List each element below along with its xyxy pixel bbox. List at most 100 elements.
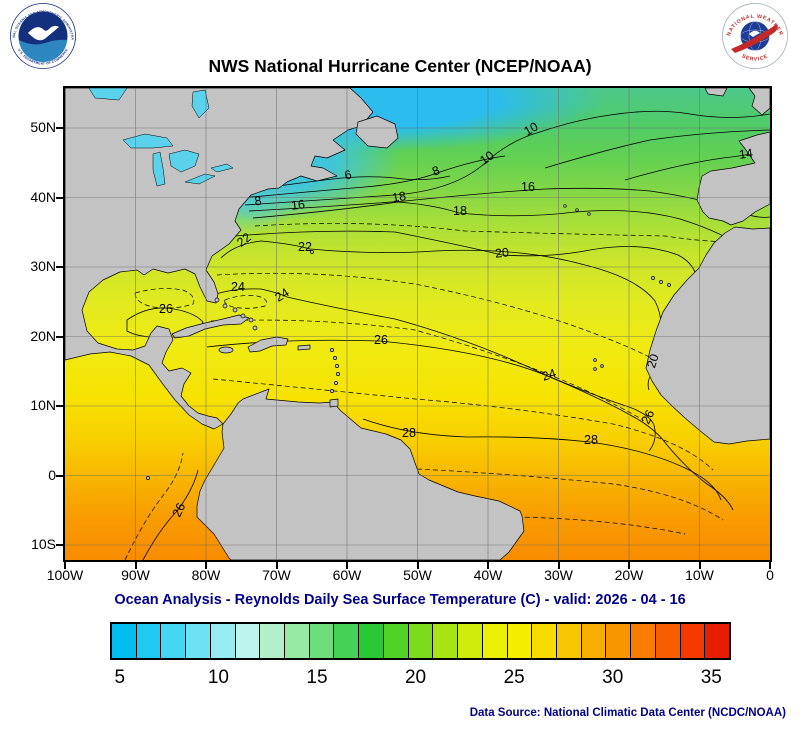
lon-label: 50W <box>403 567 432 583</box>
lon-label: 10W <box>685 567 714 583</box>
lon-label: 90W <box>121 567 150 583</box>
colorbar-tick-label: 30 <box>602 667 624 688</box>
noaa-logo: NATIONAL OCEANIC AND ATMOSPHERIC ADMINIS… <box>10 3 76 69</box>
lon-label: 40W <box>473 567 503 583</box>
lat-tick <box>56 335 63 338</box>
colorbar-cell <box>482 624 508 658</box>
contour-label: 26 <box>159 302 173 316</box>
colorbar-cell <box>359 624 384 658</box>
colorbar-cell <box>161 624 187 658</box>
colorbar-cell <box>556 624 582 658</box>
contour-label: 22 <box>234 230 254 250</box>
lon-label: 0 <box>766 567 774 583</box>
lon-tick <box>769 562 771 569</box>
nws-bird-icon <box>749 30 760 37</box>
colorbar-tick-label: 35 <box>700 667 722 688</box>
contour-label: 28 <box>584 433 598 447</box>
lon-tick <box>557 562 560 569</box>
colorbar-tick-label: 15 <box>306 667 328 688</box>
colorbar-cell <box>655 624 681 658</box>
colorbar-cell <box>285 624 310 658</box>
map-subtitle: Ocean Analysis - Reynolds Daily Sea Surf… <box>114 592 686 608</box>
contour-label: 16 <box>521 180 535 194</box>
colorbar-cell <box>680 624 706 658</box>
colorbar-cell <box>260 624 286 658</box>
contour-label: 20 <box>644 352 662 370</box>
data-source-credit: Data Source: National Climatic Data Cent… <box>469 707 786 719</box>
lon-tick <box>698 562 701 569</box>
colorbar-cell <box>606 624 632 658</box>
lat-label: 0 <box>48 466 56 483</box>
land-layer <box>65 88 770 560</box>
contour-label: 6 <box>343 167 353 182</box>
lon-tick <box>205 562 207 569</box>
lon-tick <box>628 562 630 569</box>
lat-label: 10S <box>31 536 56 552</box>
colorbar-cell <box>408 624 434 658</box>
colorbar-cell <box>186 624 211 658</box>
lon-label: 60W <box>332 567 362 583</box>
lat-label: 40N <box>30 188 56 205</box>
contour-label: 28 <box>402 426 416 440</box>
contour-label: 26 <box>170 501 189 520</box>
colorbar-cell <box>210 624 236 658</box>
contour-label: 8 <box>430 163 442 179</box>
contour-label: 10 <box>477 148 496 167</box>
contour-label-layer: 6 8 8 10 10 14 16 16 18 18 20 22 22 24 24 26 26 24 20 26 28 2… <box>159 119 754 519</box>
lon-tick <box>346 562 348 569</box>
contour-label: 20 <box>494 245 509 260</box>
contour-label: 24 <box>272 285 291 304</box>
colorbar-cell <box>532 624 557 658</box>
contour-label: 14 <box>738 146 754 162</box>
lat-label: 50N <box>30 119 56 135</box>
lat-tick <box>56 196 63 199</box>
contour-label: 24 <box>540 366 558 384</box>
lon-tick <box>275 562 278 569</box>
colorbar-tick-label: 25 <box>503 667 525 688</box>
contour-label: 10 <box>521 119 540 138</box>
contour-label: 26 <box>639 408 658 427</box>
colorbar-cell <box>136 624 162 658</box>
lat-label: 30N <box>30 258 56 274</box>
noaa-ocean-swoosh-icon <box>18 39 68 63</box>
contour-label: 18 <box>453 204 467 218</box>
lon-tick <box>64 562 66 569</box>
colorbar-tick-label: 20 <box>404 667 427 688</box>
lat-tick <box>56 127 63 129</box>
lon-label: 30W <box>544 567 573 583</box>
lon-label: 80W <box>191 567 221 583</box>
colorbar-tick-label: 5 <box>114 667 126 688</box>
lon-label: 100W <box>46 567 84 583</box>
grid-lines <box>65 88 770 560</box>
contour-label: 26 <box>374 333 388 347</box>
contour-label: 18 <box>391 189 407 205</box>
contour-label: 16 <box>290 197 305 212</box>
colorbar-cell <box>705 624 729 658</box>
colorbar-cell <box>507 624 533 658</box>
colorbar-cell <box>433 624 459 658</box>
colorbar-cell <box>383 624 409 658</box>
contour-label: 24 <box>231 280 245 294</box>
colorbar-cell <box>235 624 261 658</box>
noaa-seagull-icon <box>28 25 59 41</box>
colorbar-cell <box>631 624 656 658</box>
colorbar-tick-label: 10 <box>207 667 229 688</box>
sst-map: 6 8 8 10 10 14 16 16 18 18 20 22 22 24 24 26 26 24 20 26 28 2… <box>65 88 770 560</box>
nws-ring-text-bottom: SERVICE <box>741 53 770 62</box>
colorbar-cell <box>334 624 360 658</box>
contour-label: 8 <box>254 194 263 209</box>
temperature-colorbar <box>110 622 731 660</box>
lon-tick <box>487 562 489 569</box>
lat-tick <box>56 544 63 546</box>
colorbar-cell <box>458 624 483 658</box>
contour-label: 22 <box>298 240 312 254</box>
lat-tick <box>56 405 63 407</box>
nws-red-banner-icon <box>731 24 778 53</box>
colorbar-cell <box>309 624 335 658</box>
lon-label: 20W <box>614 567 644 583</box>
lat-label: 10N <box>30 397 56 413</box>
colorbar-cell <box>581 624 607 658</box>
colorbar-cell <box>112 624 137 658</box>
page-title: NWS National Hurricane Center (NCEP/NOAA… <box>208 56 592 76</box>
